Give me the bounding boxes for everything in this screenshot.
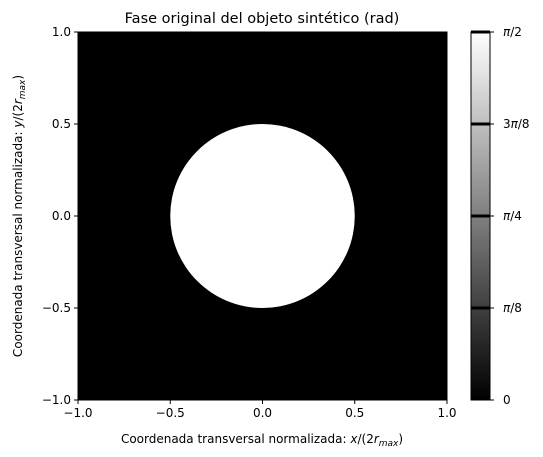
- y-axis-label-prefix: Coordenada transversal normalizada:: [11, 128, 25, 357]
- y-axis: −1.0 −0.5 0.0 0.5 1.0: [42, 25, 78, 407]
- x-tick-label: 0.5: [345, 406, 364, 420]
- colorbar-tick-label: 0: [503, 393, 511, 407]
- x-axis-label-suffix: ): [398, 432, 403, 446]
- y-axis-label: Coordenada transversal normalizada: y/(2…: [11, 75, 28, 357]
- colorbar: 0 π/8 π/4 3π/8 π/2: [470, 25, 530, 407]
- x-axis-label-r: r: [374, 432, 380, 446]
- colorbar-tick-label: π/2: [503, 25, 522, 39]
- colorbar-tick-label: π/8: [503, 301, 522, 315]
- x-tick-label: 1.0: [437, 406, 456, 420]
- colorbar-tick-label: 3π/8: [503, 117, 530, 131]
- y-tick-label: 1.0: [52, 25, 71, 39]
- x-axis-label-prefix: Coordenada transversal normalizada:: [121, 432, 350, 446]
- x-axis: −1.0 −0.5 0.0 0.5 1.0: [63, 400, 457, 420]
- y-tick-label: −0.5: [42, 301, 71, 315]
- y-axis-label-r: r: [11, 98, 25, 104]
- y-tick-label: 0.5: [52, 117, 71, 131]
- colorbar-ticks: 0 π/8 π/4 3π/8 π/2: [490, 25, 530, 407]
- y-axis-label-sub: max: [18, 79, 28, 99]
- phase-disk: [170, 124, 355, 308]
- y-axis-label-var: y: [11, 120, 25, 129]
- plot-area: [77, 31, 448, 401]
- x-axis-label-var: x: [349, 432, 358, 446]
- x-tick-label: −1.0: [63, 406, 92, 420]
- x-tick-label: 0.0: [253, 406, 272, 420]
- x-axis-label-sub: max: [379, 439, 399, 449]
- y-axis-label-mid: /(2: [11, 104, 25, 120]
- x-axis-label: Coordenada transversal normalizada: x/(2…: [121, 432, 403, 449]
- y-tick-label: 0.0: [52, 209, 71, 223]
- colorbar-tick-label: π/4: [503, 209, 522, 223]
- y-tick-label: −1.0: [42, 393, 71, 407]
- y-axis-label-suffix: ): [11, 75, 25, 80]
- chart-title: Fase original del objeto sintético (rad): [125, 11, 400, 27]
- x-axis-label-mid: /(2: [357, 432, 373, 446]
- x-tick-label: −0.5: [156, 406, 185, 420]
